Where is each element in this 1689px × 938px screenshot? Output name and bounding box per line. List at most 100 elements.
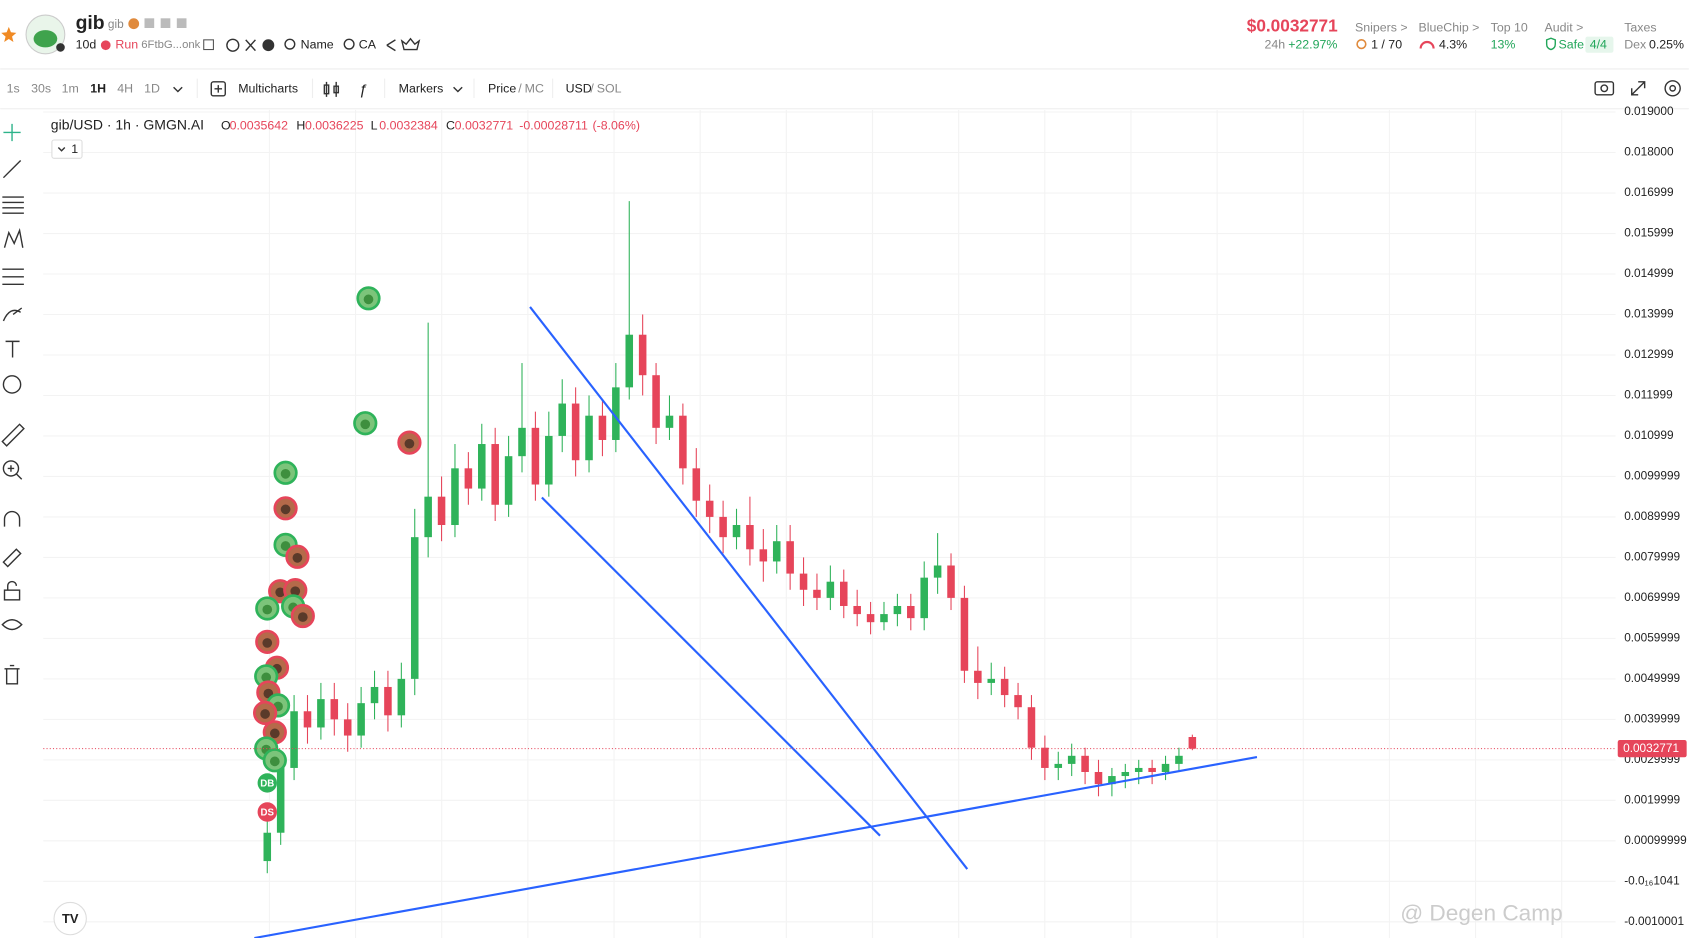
text-tool[interactable] <box>5 340 20 358</box>
pattern-tool[interactable] <box>3 228 24 248</box>
projection-tool[interactable] <box>2 268 24 286</box>
markers-button[interactable]: Markers <box>399 82 444 96</box>
fullscreen-icon[interactable] <box>1631 81 1646 96</box>
chevron[interactable] <box>57 147 66 152</box>
contract-address[interactable]: 6FtbG...onk <box>141 39 200 51</box>
y-tick-label: 0.0079999 <box>1624 550 1680 564</box>
tag-icon <box>160 18 171 28</box>
search-icon[interactable] <box>343 38 355 50</box>
lock-draw-tool[interactable] <box>2 548 22 568</box>
zoom-tool[interactable] <box>2 460 20 477</box>
candle-body <box>437 496 446 526</box>
visibility-tool[interactable] <box>1 619 23 631</box>
change-label: 24h <box>1265 37 1286 51</box>
chevron[interactable] <box>453 86 463 93</box>
price-toggle[interactable]: Price <box>488 82 516 96</box>
multicharts-icon[interactable] <box>210 81 226 97</box>
y-tick-label: -0.0010001 <box>1624 914 1684 928</box>
stat-label[interactable]: Audit > <box>1545 20 1584 34</box>
favorite-star[interactable] <box>1 26 17 42</box>
lock-tool[interactable] <box>3 589 21 601</box>
multicharts-button[interactable]: Multicharts <box>238 82 298 96</box>
fib-tool[interactable] <box>2 196 24 214</box>
candle-body <box>974 670 982 683</box>
interval-button[interactable]: 1D <box>144 82 160 96</box>
usd-toggle[interactable]: USD <box>566 82 592 96</box>
crosshair-tool[interactable] <box>3 123 21 142</box>
candle-body <box>1000 678 1009 696</box>
settings-icon[interactable] <box>1664 80 1681 97</box>
candle-body <box>1108 776 1116 785</box>
indicators-icon[interactable]: ƒ <box>359 81 367 98</box>
legend-key: H <box>296 118 305 132</box>
search-icon[interactable] <box>284 38 296 50</box>
trade-marker-face <box>280 469 291 479</box>
zoom-tool[interactable] <box>7 465 23 480</box>
crown-icon[interactable] <box>400 37 421 51</box>
trend-line[interactable] <box>254 756 1258 938</box>
candle-body <box>625 334 634 388</box>
settings-icon[interactable] <box>1669 84 1677 92</box>
interval-button[interactable]: 4H <box>117 82 133 96</box>
candle-body <box>853 605 861 615</box>
copy-icon[interactable] <box>203 39 214 51</box>
mc-toggle[interactable]: MC <box>525 82 544 96</box>
stat-label[interactable]: BlueChip > <box>1419 20 1480 34</box>
tradingview-logo[interactable]: TV <box>62 911 79 926</box>
screenshot-icon[interactable] <box>1600 84 1609 93</box>
candle-body <box>598 415 607 440</box>
trend-line[interactable] <box>541 496 881 837</box>
stat-icon <box>1356 39 1367 50</box>
sol-toggle[interactable]: SOL <box>597 82 622 96</box>
candle-body <box>518 427 526 457</box>
tradingview-logo[interactable] <box>53 901 87 936</box>
stat-label[interactable]: Snipers > <box>1355 20 1408 34</box>
token-symbol: gib <box>108 17 124 31</box>
trade-marker[interactable] <box>257 773 277 793</box>
trade-marker-face <box>269 756 280 767</box>
stat-icon <box>1545 37 1556 51</box>
trade-marker-label: DB <box>260 779 274 790</box>
tag-icon <box>128 18 140 30</box>
share-icon[interactable] <box>386 39 396 52</box>
trade-marker[interactable] <box>257 802 277 822</box>
x-icon[interactable] <box>245 39 256 52</box>
multicharts-icon[interactable] <box>214 85 223 93</box>
delete-tool[interactable] <box>4 664 20 685</box>
emoji-tool[interactable] <box>2 375 22 394</box>
trend-line[interactable] <box>529 306 969 870</box>
y-tick-label: 0.015999 <box>1624 226 1674 240</box>
name-search[interactable]: Name <box>301 37 334 51</box>
trade-marker-face <box>262 604 273 615</box>
interval-button[interactable]: 1m <box>62 82 79 96</box>
y-tick-label: 0.018000 <box>1624 145 1674 159</box>
pane-toggle[interactable] <box>51 139 83 159</box>
telegram-icon[interactable] <box>262 39 275 52</box>
legend-value: 0.0032771 <box>455 118 514 132</box>
candle-body <box>692 468 701 501</box>
avatar-badge <box>56 43 65 52</box>
chart-type-icon[interactable] <box>323 81 340 97</box>
run-icon <box>100 40 111 51</box>
website-icon[interactable] <box>226 38 240 52</box>
y-tick-label: 0.00099999 <box>1624 833 1687 847</box>
screenshot-icon[interactable] <box>1594 81 1615 96</box>
legend-change-pct: (-8.06%) <box>593 118 640 132</box>
lock-tool[interactable] <box>7 580 18 591</box>
candle-body <box>907 605 915 619</box>
interval-button[interactable]: 1H <box>90 82 106 96</box>
y-tick-label: 0.019000 <box>1624 104 1674 118</box>
brush-tool[interactable] <box>2 307 23 322</box>
candle-body <box>1081 755 1089 772</box>
interval-button[interactable]: 30s <box>31 82 51 96</box>
pane-count[interactable]: 1 <box>71 142 78 156</box>
trendline-tool[interactable] <box>2 159 22 179</box>
ruler-tool[interactable] <box>1 423 25 447</box>
interval-button[interactable]: 1s <box>7 82 20 96</box>
candle-body <box>1148 767 1156 772</box>
magnet-tool[interactable] <box>3 510 21 527</box>
ca-search[interactable]: CA <box>359 37 377 51</box>
chevron[interactable] <box>173 86 183 93</box>
candle-body <box>424 496 432 538</box>
